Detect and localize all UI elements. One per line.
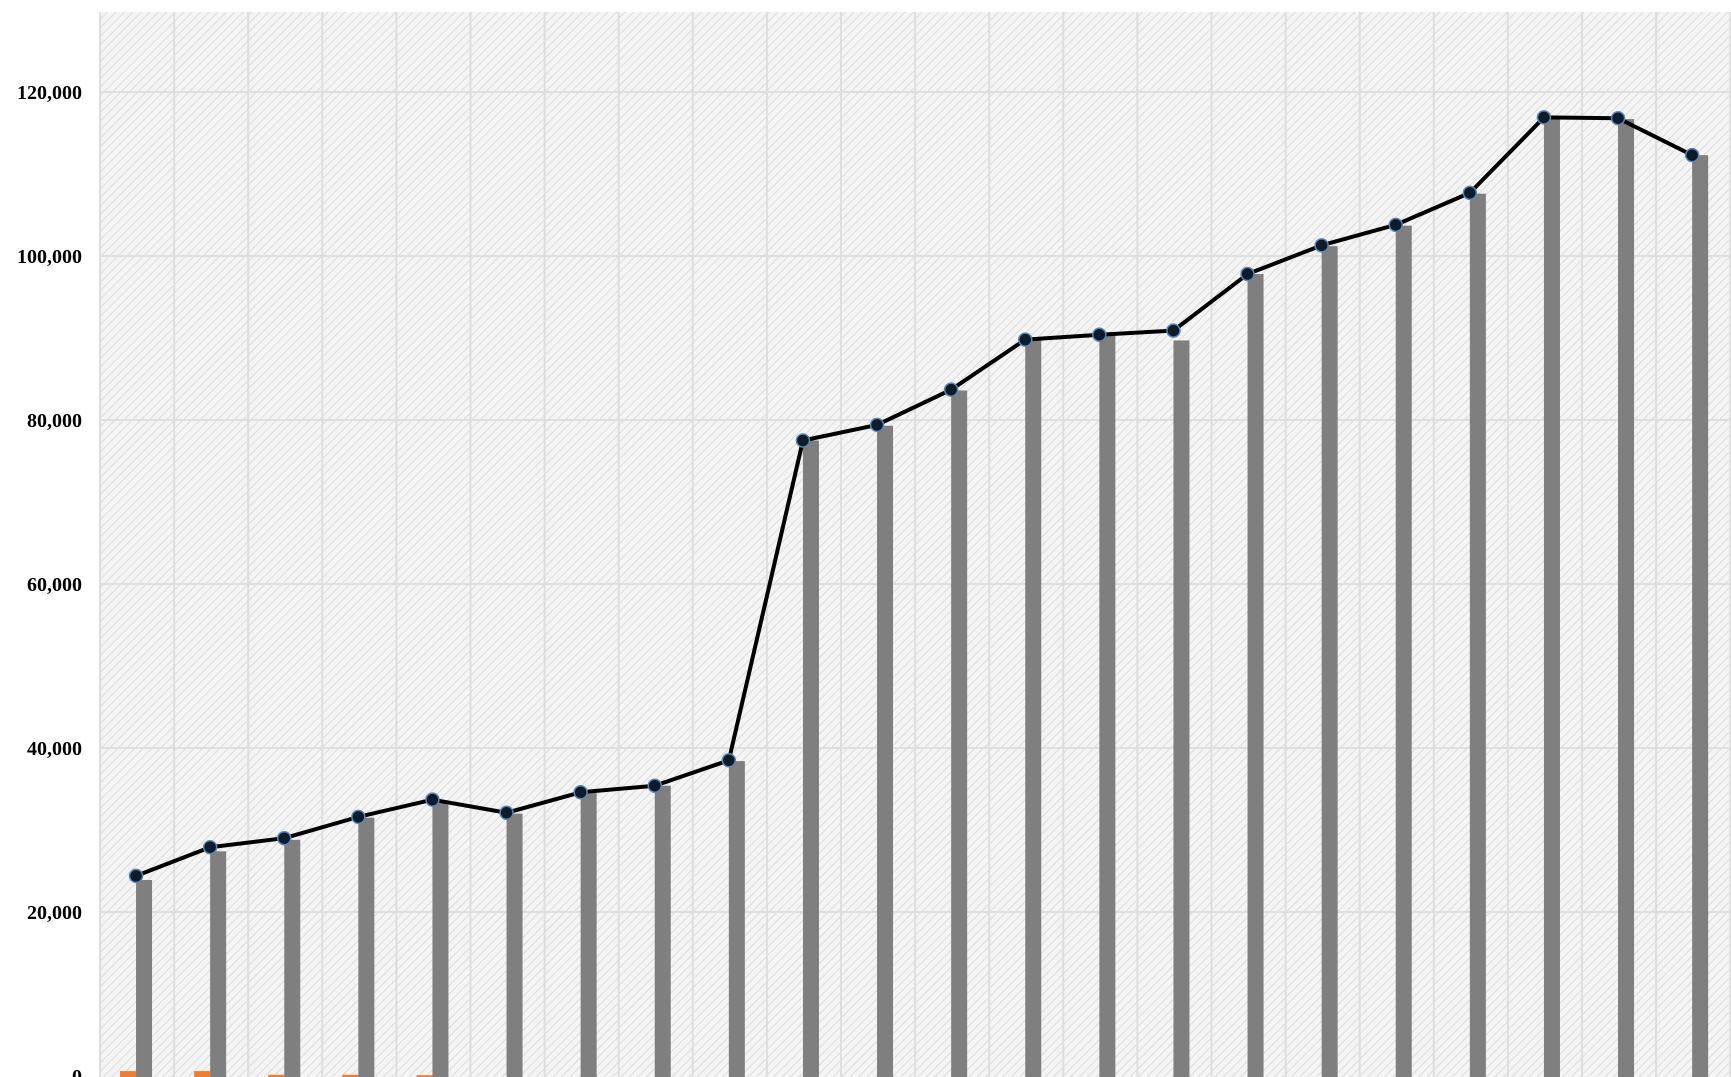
- bar-gray: [1025, 340, 1042, 1077]
- y-tick-label: 100,000: [17, 246, 82, 268]
- bar-gray: [210, 851, 227, 1077]
- line-point: [721, 753, 737, 768]
- line-point: [943, 382, 959, 397]
- bar-gray: [1247, 274, 1264, 1077]
- bar-orange: [194, 1071, 211, 1077]
- bar-gray: [877, 425, 894, 1077]
- bar-gray: [1692, 155, 1709, 1077]
- bar-orange: [342, 1074, 359, 1077]
- bar-orange: [120, 1071, 137, 1077]
- bar-gray: [358, 817, 375, 1077]
- bars: [120, 118, 1709, 1077]
- line-point: [1314, 238, 1329, 253]
- line-point: [1610, 110, 1626, 126]
- y-tick-label: 120,000: [17, 82, 82, 104]
- bar-gray: [1618, 119, 1635, 1077]
- line-point: [647, 778, 662, 793]
- line-point: [1684, 147, 1700, 163]
- y-tick-label: 60,000: [27, 574, 82, 596]
- bar-gray: [1173, 340, 1190, 1077]
- line-point: [202, 839, 218, 855]
- line-point: [573, 785, 588, 800]
- line-point: [128, 868, 144, 884]
- line-point: [351, 809, 366, 825]
- line-point: [1536, 110, 1552, 125]
- line-point: [425, 792, 440, 807]
- line-point: [1092, 327, 1107, 342]
- bar-gray: [654, 785, 671, 1077]
- bar-gray: [802, 440, 819, 1077]
- line-point: [277, 830, 292, 846]
- line-point: [795, 433, 811, 448]
- bar-gray: [1469, 193, 1486, 1077]
- bar-gray: [1543, 118, 1560, 1077]
- bar-gray: [506, 813, 523, 1077]
- line-point: [1240, 266, 1255, 282]
- y-tick-label: 80,000: [27, 410, 82, 432]
- line-point: [499, 805, 514, 821]
- line-point: [1388, 217, 1403, 233]
- y-tick-label: 0: [72, 1066, 82, 1077]
- bar-gray: [951, 390, 968, 1077]
- line-point: [1018, 332, 1033, 347]
- y-axis: 0 20,000 40,000 60,000 80,000 100,000 120,000: [17, 82, 82, 1077]
- bar-gray: [284, 839, 301, 1077]
- bar-gray: [728, 761, 745, 1077]
- y-tick-label: 40,000: [27, 738, 82, 760]
- bar-gray: [136, 880, 153, 1077]
- bar-orange: [268, 1074, 285, 1077]
- line-point: [1166, 323, 1181, 338]
- bar-gray: [580, 793, 597, 1077]
- line-point: [869, 417, 885, 433]
- bar-gray: [432, 801, 449, 1077]
- gridlines: [99, 12, 1731, 1077]
- line-path: [135, 115, 1694, 878]
- line-point: [1462, 185, 1478, 201]
- bar-gray: [1099, 335, 1116, 1077]
- y-tick-label: 20,000: [27, 902, 82, 924]
- bar-gray: [1395, 225, 1412, 1077]
- bar-gray: [1321, 246, 1338, 1077]
- bar-orange: [416, 1075, 433, 1077]
- line-series: [128, 110, 1700, 884]
